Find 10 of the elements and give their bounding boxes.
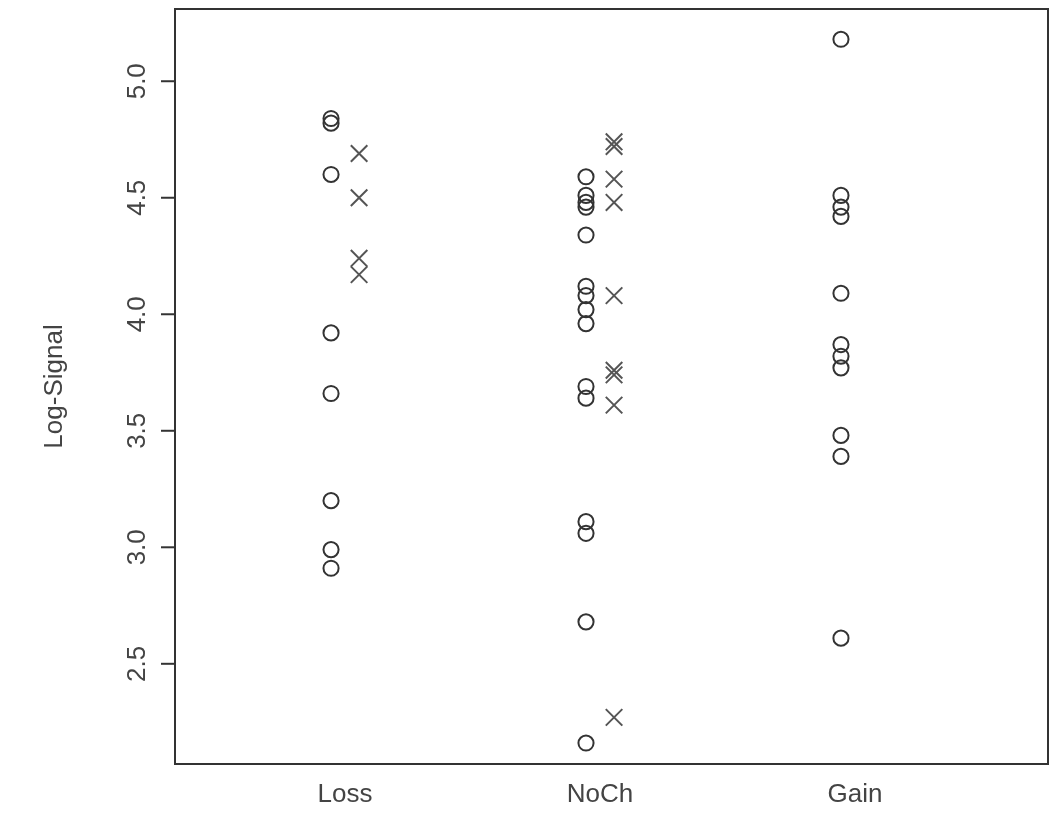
y-tick-label: 3.0 bbox=[121, 529, 151, 566]
y-tick-label: 4.5 bbox=[121, 179, 151, 216]
y-axis-title: Log-Signal bbox=[38, 324, 68, 449]
y-tick-label: 3.5 bbox=[121, 412, 151, 449]
y-tick-label: 4.0 bbox=[121, 296, 151, 333]
x-tick-label: Gain bbox=[827, 778, 883, 808]
x-tick-label: NoCh bbox=[566, 778, 634, 808]
y-tick-label: 5.0 bbox=[121, 63, 151, 100]
y-tick-label: 2.5 bbox=[121, 645, 151, 682]
x-tick-label: Loss bbox=[317, 778, 373, 808]
